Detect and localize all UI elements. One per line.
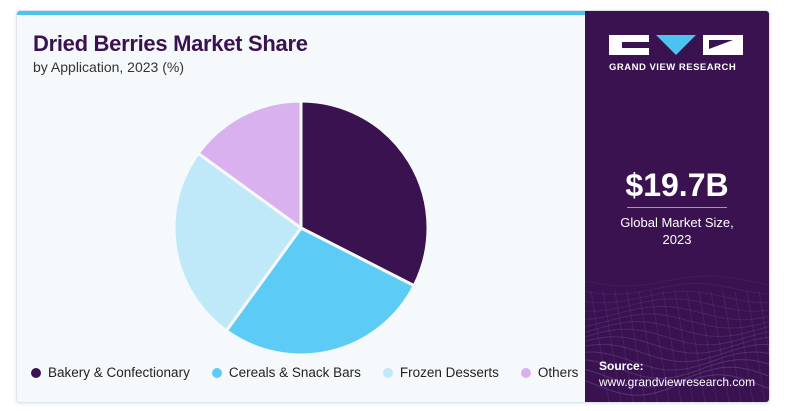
wave-line: [585, 275, 769, 287]
legend-item-frozen-desserts: Frozen Desserts: [382, 365, 499, 380]
wave-line: [585, 351, 769, 371]
chart-subtitle: by Application, 2023 (%): [33, 59, 184, 75]
wave-mesh-line: [722, 290, 742, 402]
legend-swatch: [211, 367, 222, 378]
stat-divider: [627, 207, 727, 208]
wave-line: [585, 290, 769, 304]
wave-line: [585, 298, 769, 312]
market-size-value: $19.7B: [625, 167, 729, 203]
wave-line: [585, 343, 769, 363]
top-accent-bar: [17, 11, 585, 15]
market-size-label: Global Market Size, 2023: [620, 215, 734, 247]
logo-marks: [609, 35, 743, 55]
chart-title: Dried Berries Market Share: [33, 31, 308, 56]
pie-slice-bakery-confectionary: [299, 99, 430, 288]
pie-slice-cereals-snack-bars: [224, 226, 416, 357]
wave-line: [585, 359, 769, 379]
brand-panel: GRAND VIEW RESEARCH $19.7B Global Market…: [585, 11, 769, 402]
source-note: Source: www.grandviewresearch.com: [599, 359, 755, 389]
wave-mesh-line: [674, 290, 694, 402]
source-label: Source:: [599, 359, 644, 373]
source-url: www.grandviewresearch.com: [599, 375, 756, 389]
wave-mesh-line: [734, 290, 754, 402]
legend-swatch: [382, 367, 393, 378]
wave-mesh-line: [602, 290, 622, 402]
wave-line: [585, 313, 769, 329]
wave-line: [585, 374, 769, 396]
legend-label: Frozen Desserts: [399, 365, 499, 380]
pie-slice-frozen-desserts: [172, 151, 303, 333]
wave-mesh-line: [590, 290, 610, 402]
wave-mesh-line: [698, 290, 718, 402]
wave-mesh-line: [746, 290, 766, 402]
legend-item-bakery-confectionary: Bakery & Confectionary: [31, 365, 190, 380]
legend-swatch: [520, 367, 531, 378]
infographic-card: Dried Berries Market Share by Applicatio…: [16, 10, 770, 403]
brand-name: GRAND VIEW RESEARCH: [609, 62, 737, 73]
wave-mesh-line: [758, 290, 769, 356]
wave-line: [585, 328, 769, 346]
wave-mesh-line: [614, 290, 634, 402]
pie-chart: [172, 99, 430, 357]
pie-slice-others: [196, 99, 303, 230]
chart-legend: Bakery & Confectionary Cereals & Snack Ba…: [31, 365, 578, 380]
wave-line: [585, 336, 769, 354]
wave-mesh-line: [710, 290, 730, 402]
gvr-logo-icon: GRAND VIEW RESEARCH: [609, 35, 747, 79]
legend-label: Bakery & Confectionary: [48, 365, 190, 380]
legend-label: Others: [537, 365, 579, 380]
legend-item-others: Others: [520, 365, 579, 380]
wave-mesh-line: [686, 290, 706, 402]
legend-item-cereals-snack-bars: Cereals & Snack Bars: [211, 365, 361, 380]
wave-mesh-line: [650, 290, 670, 402]
wave-line: [585, 321, 769, 337]
wave-line: [585, 366, 769, 388]
wave-mesh-line: [638, 290, 658, 402]
wave-line: [585, 305, 769, 321]
legend-label: Cereals & Snack Bars: [228, 365, 361, 380]
logo-v-mark-icon: [656, 35, 696, 55]
decorative-wave-pattern: [585, 275, 769, 402]
logo-g-mark-icon: [609, 35, 649, 55]
chart-panel: Dried Berries Market Share by Applicatio…: [17, 11, 585, 402]
wave-mesh-line: [626, 290, 646, 402]
logo-r-mark-icon: [703, 35, 743, 55]
wave-line: [585, 283, 769, 295]
wave-mesh-line: [662, 290, 682, 402]
legend-swatch: [31, 367, 41, 378]
